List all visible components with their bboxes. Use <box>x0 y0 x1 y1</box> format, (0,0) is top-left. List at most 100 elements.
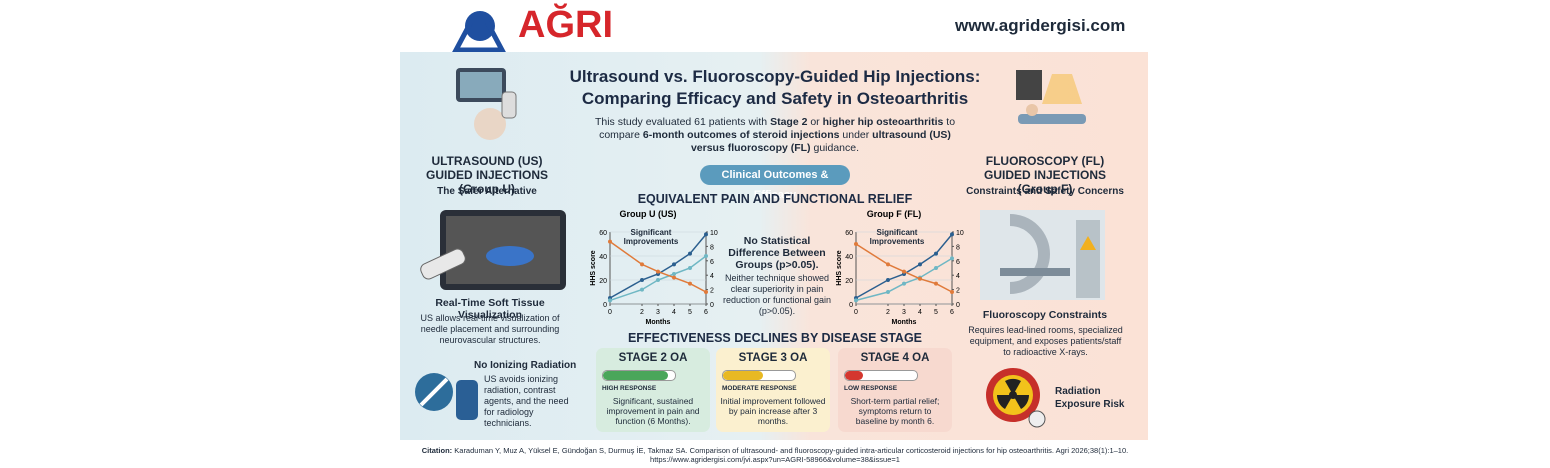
y2-tick-label: 2 <box>710 288 714 295</box>
x-tick-label: 2 <box>886 309 890 316</box>
verdict-text: Neither technique showed clear superiori… <box>722 273 832 316</box>
data-point <box>640 278 644 282</box>
y-tick-label: 20 <box>599 278 607 285</box>
data-point <box>672 275 676 280</box>
x-tick-label: 4 <box>672 309 676 316</box>
data-point <box>640 262 644 267</box>
left-heading: ULTRASOUND (US) GUIDED INJECTIONS (Group… <box>425 154 548 196</box>
pill: Clinical Outcomes & Efficacy <box>700 165 850 201</box>
intro-segment: 6-month outcomes of steroid injections <box>642 129 840 141</box>
x-tick-label: 0 <box>608 309 612 316</box>
chart: 0 20 40 60 0 2 4 6 8 10 0 2 3 4 5 6 Group F (FL) Months HH… <box>836 209 964 326</box>
y-tick-label: 0 <box>603 302 607 309</box>
intro-segment: higher hip osteoarthritis <box>822 116 944 128</box>
y-tick-label: 60 <box>599 230 607 237</box>
citation: Citation: Karaduman Y, Muz A, Yüksel E, … <box>405 446 1145 464</box>
annotation: Significant Improvements <box>869 228 925 246</box>
data-point <box>934 281 938 286</box>
chart-title: Group U (US) <box>620 209 677 219</box>
y2-tick-label: 0 <box>710 302 714 309</box>
stage-title: STAGE 4 OA <box>860 352 930 364</box>
right-subheading: Constraints and Safety Concerns <box>966 186 1124 197</box>
fl-image <box>980 210 1105 300</box>
title: Ultrasound vs. Fluoroscopy-Guided Hip In… <box>540 66 1010 110</box>
logo-text: AĞRI <box>518 4 613 46</box>
x-axis-label: Months <box>892 319 917 326</box>
y2-tick-label: 10 <box>710 230 718 237</box>
y-axis-label: HHS score <box>836 250 843 286</box>
x-tick-label: 3 <box>656 309 660 316</box>
stage-text: Short-term partial relief; symptoms retu… <box>850 396 940 426</box>
y2-tick-label: 2 <box>956 288 960 295</box>
y-tick-label: 20 <box>845 278 853 285</box>
y2-tick-label: 10 <box>956 230 964 237</box>
us-icon <box>456 68 517 140</box>
stage-title: STAGE 3 OA <box>738 352 808 364</box>
stage-title: STAGE 2 OA <box>618 352 688 364</box>
intro-segment: under <box>839 129 873 141</box>
radiation-icon <box>986 368 1046 428</box>
x-tick-label: 6 <box>950 309 954 316</box>
y2-tick-label: 6 <box>956 259 960 266</box>
stage-response: MODERATE RESPONSE <box>722 385 797 392</box>
x-tick-label: 4 <box>918 309 922 316</box>
chart: 0 20 40 60 0 2 4 6 8 10 0 2 3 4 5 6 Group U (US) Months HH… <box>590 209 718 326</box>
intro-segment: or <box>807 116 823 128</box>
data-point <box>902 269 906 274</box>
url: www.agridergisi.com <box>955 16 1126 35</box>
feature-title: No Ionizing Radiation <box>474 360 577 371</box>
stage-text: Significant, sustained improvement in pa… <box>606 396 700 426</box>
x-tick-label: 0 <box>854 309 858 316</box>
data-point <box>886 262 890 267</box>
x-tick-label: 6 <box>704 309 708 316</box>
data-point <box>704 290 708 294</box>
progress <box>844 370 918 381</box>
stage-card: STAGE 2 OA HIGH RESPONSE Significant, su… <box>596 348 710 432</box>
section-title: EQUIVALENT PAIN AND FUNCTIONAL RELIEF <box>637 192 913 206</box>
data-point <box>886 278 890 282</box>
data-point <box>902 281 906 286</box>
x-axis-label: Months <box>646 319 671 326</box>
intro-segment: guidance. <box>810 142 860 154</box>
y-tick-label: 40 <box>845 254 853 261</box>
annotation: Significant Improvements <box>623 228 679 246</box>
data-point <box>854 242 858 246</box>
data-point <box>608 239 612 244</box>
y2-tick-label: 6 <box>710 259 714 266</box>
feature-text: US avoids ionizing radiation, contrast a… <box>484 374 569 428</box>
feature-text: Requires lead-lined rooms, specialized e… <box>968 325 1123 357</box>
data-point <box>918 262 922 267</box>
section-title: EFFECTIVENESS DECLINES BY DISEASE STAGE <box>627 331 923 345</box>
data-point <box>672 262 676 267</box>
y-tick-label: 60 <box>845 230 853 237</box>
data-point <box>950 256 954 261</box>
data-point <box>688 266 692 270</box>
feature-text: US allows real-time visualization of nee… <box>420 313 560 345</box>
feature-title: Radiation Exposure Risk <box>1055 386 1125 410</box>
intro-segment: This study evaluated 61 patients with <box>594 116 771 128</box>
x-tick-label: 5 <box>934 309 938 316</box>
series-line <box>609 233 707 299</box>
data-point <box>934 266 938 270</box>
feature-title: Fluoroscopy Constraints <box>982 309 1108 321</box>
data-point <box>656 278 660 282</box>
stage-response: HIGH RESPONSE <box>602 385 657 392</box>
data-point <box>886 290 890 294</box>
citation-label: Citation: <box>421 446 453 455</box>
data-point <box>688 281 692 286</box>
fl-icon <box>1016 70 1086 124</box>
data-point <box>672 272 676 276</box>
no-radiation-icon <box>415 373 478 420</box>
data-point <box>608 298 612 303</box>
data-point <box>950 232 954 237</box>
chart-title: Group F (FL) <box>867 209 921 219</box>
data-point <box>656 269 660 274</box>
data-point <box>950 290 954 294</box>
y2-tick-label: 8 <box>710 244 714 251</box>
title-line: Comparing Efficacy and Safety in Osteoar… <box>581 89 969 108</box>
progress <box>722 370 796 381</box>
y2-tick-label: 0 <box>956 302 960 309</box>
y-tick-label: 0 <box>849 302 853 309</box>
progress <box>602 370 676 381</box>
